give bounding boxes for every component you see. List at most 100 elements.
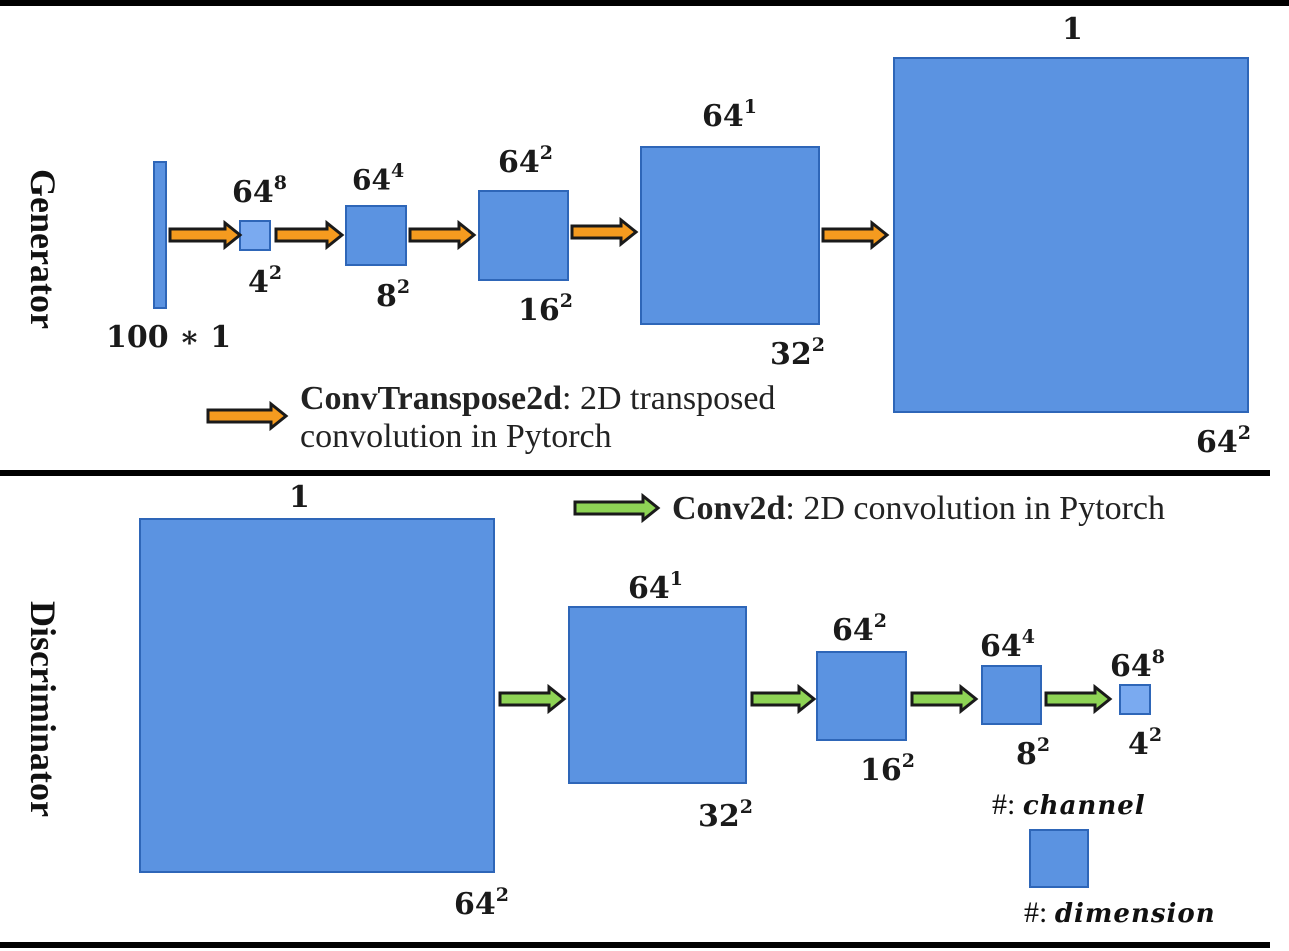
discriminator-dim-5-exp: 2	[1148, 724, 1163, 746]
generator-channel-3-exp: 2	[539, 142, 553, 164]
key-channel: #: channel	[992, 788, 1146, 822]
discriminator-title: Discriminator	[23, 601, 63, 817]
key-dimension-box	[1029, 829, 1089, 888]
key-dimension-word: dimension	[1054, 899, 1216, 929]
discriminator-channel-4-exp: 4	[1021, 626, 1035, 648]
discriminator-channel-4-base: 64	[980, 629, 1022, 664]
discriminator-arrow-1	[498, 683, 567, 715]
generator-dim-1-exp: 2	[268, 262, 283, 284]
generator-box-2	[345, 205, 407, 266]
generator-box-5	[893, 57, 1249, 413]
generator-dim-3-exp: 2	[559, 290, 573, 312]
generator-input-vector	[153, 161, 167, 309]
generator-box-3	[478, 190, 569, 281]
discriminator-dim-3: 162	[860, 750, 915, 788]
discriminator-legend: Conv2d: 2D convolution in Pytorch	[672, 490, 1165, 528]
discriminator-channel-1: 1	[289, 480, 310, 515]
key-channel-prefix: #:	[992, 788, 1023, 821]
generator-channel-3-base: 64	[498, 145, 540, 180]
generator-dim-5: 642	[1196, 422, 1251, 460]
generator-arrow-2	[274, 219, 345, 251]
discriminator-channel-5-exp: 8	[1151, 646, 1165, 668]
generator-dim-1: 42	[248, 262, 283, 300]
generator-channel-2: 644	[352, 160, 405, 197]
generator-channel-5-base: 1	[1062, 12, 1083, 47]
generator-dim-4-exp: 2	[811, 334, 825, 356]
discriminator-dim-3-exp: 2	[901, 750, 915, 772]
generator-dim-5-base: 64	[1196, 425, 1238, 460]
discriminator-box-3	[816, 651, 907, 741]
generator-dim-4-base: 32	[770, 337, 812, 372]
discriminator-channel-4: 644	[980, 626, 1035, 664]
discriminator-channel-1-base: 1	[289, 480, 310, 515]
discriminator-legend-text: : 2D convolution in Pytorch	[785, 490, 1166, 527]
generator-channel-4-base: 64	[702, 99, 744, 134]
discriminator-channel-2-exp: 1	[669, 568, 683, 590]
generator-dim-2: 82	[376, 276, 411, 314]
generator-channel-2-exp: 4	[390, 160, 405, 182]
generator-dim-2-base: 8	[376, 279, 397, 314]
divider-top	[0, 0, 1289, 6]
discriminator-dim-3-base: 16	[860, 753, 902, 788]
generator-dim-3-base: 16	[518, 293, 560, 328]
generator-channel-1-base: 64	[232, 175, 274, 210]
generator-channel-3: 642	[498, 142, 553, 180]
discriminator-box-4	[981, 665, 1042, 725]
generator-arrow-4	[570, 216, 639, 248]
discriminator-box-5	[1119, 684, 1151, 715]
generator-legend-line1: : 2D transposed	[562, 380, 776, 417]
generator-channel-1: 648	[232, 172, 287, 210]
generator-arrow-1	[168, 219, 243, 251]
discriminator-channel-5-base: 64	[1110, 649, 1152, 684]
generator-channel-5: 1	[1062, 12, 1083, 47]
generator-box-1	[239, 220, 271, 251]
discriminator-box-1	[139, 518, 495, 873]
generator-arrow-5	[821, 219, 890, 251]
generator-input-label: 100 ∗ 1	[106, 320, 232, 355]
discriminator-channel-3: 642	[832, 610, 887, 648]
discriminator-arrow-4	[1044, 683, 1113, 715]
key-dimension-prefix: #:	[1024, 896, 1055, 929]
discriminator-channel-5: 648	[1110, 646, 1165, 684]
divider-bottom	[0, 942, 1270, 948]
discriminator-legend-term: Conv2d	[672, 490, 786, 527]
generator-dim-3: 162	[518, 290, 573, 328]
discriminator-arrow-3	[910, 683, 979, 715]
divider-middle	[0, 470, 1270, 476]
generator-legend-term: ConvTranspose2d	[300, 380, 562, 417]
generator-dim-4: 322	[770, 334, 825, 372]
generator-channel-2-base: 64	[352, 163, 391, 197]
generator-legend-line2: convolution in Pytorch	[300, 418, 612, 455]
generator-dim-2-exp: 2	[396, 276, 411, 298]
discriminator-dim-4-exp: 2	[1036, 734, 1051, 756]
discriminator-dim-1: 642	[454, 884, 509, 922]
discriminator-dim-2-exp: 2	[739, 796, 753, 818]
discriminator-dim-5-base: 4	[1128, 727, 1149, 762]
discriminator-dim-4: 82	[1016, 734, 1051, 772]
key-channel-word: channel	[1022, 791, 1146, 821]
generator-box-4	[640, 146, 820, 325]
discriminator-arrow-2	[750, 683, 817, 715]
discriminator-channel-3-base: 64	[832, 613, 874, 648]
generator-legend: ConvTranspose2d: 2D transposed convoluti…	[300, 380, 775, 456]
key-dimension: #: dimension	[1024, 896, 1216, 930]
discriminator-legend-arrow	[573, 492, 661, 524]
generator-arrow-3	[408, 219, 477, 251]
discriminator-dim-5: 42	[1128, 724, 1163, 762]
generator-dim-1-base: 4	[248, 265, 269, 300]
generator-channel-4-exp: 1	[743, 96, 757, 118]
discriminator-box-2	[568, 606, 747, 784]
generator-legend-arrow	[206, 400, 289, 432]
discriminator-channel-2: 641	[628, 568, 683, 606]
generator-dim-5-exp: 2	[1237, 422, 1251, 444]
generator-channel-1-exp: 8	[273, 172, 287, 194]
discriminator-dim-1-base: 64	[454, 887, 496, 922]
discriminator-dim-2-base: 32	[698, 799, 740, 834]
discriminator-channel-3-exp: 2	[873, 610, 887, 632]
discriminator-dim-2: 322	[698, 796, 753, 834]
discriminator-channel-2-base: 64	[628, 571, 670, 606]
generator-channel-4: 641	[702, 96, 757, 134]
discriminator-dim-4-base: 8	[1016, 737, 1037, 772]
discriminator-dim-1-exp: 2	[495, 884, 509, 906]
